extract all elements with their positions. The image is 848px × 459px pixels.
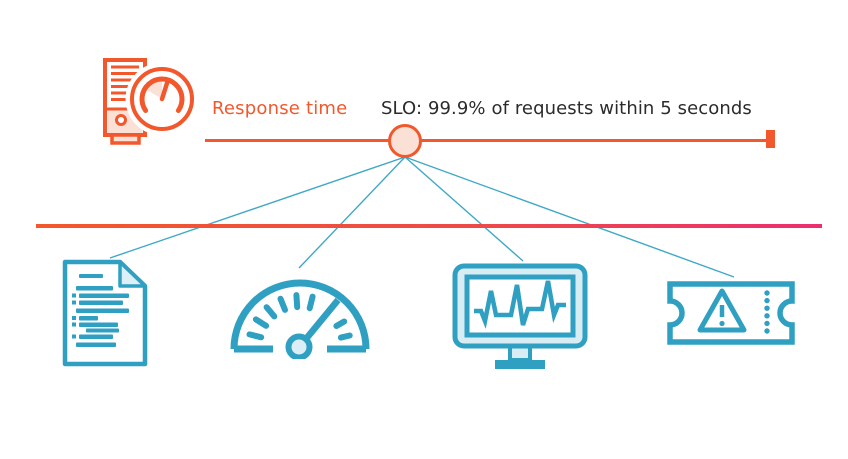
document-icon bbox=[62, 259, 148, 367]
gauge-needle bbox=[159, 77, 171, 102]
document-text-lines bbox=[72, 274, 129, 347]
warning-triangle bbox=[697, 288, 747, 333]
timeline-line bbox=[205, 139, 767, 142]
speedometer-icon bbox=[230, 279, 370, 359]
ticket-warning-icon bbox=[667, 281, 795, 345]
timeline-endcap bbox=[766, 130, 775, 148]
monitor-heartbeat-icon bbox=[452, 263, 588, 369]
connector-line-document bbox=[109, 156, 406, 259]
heartbeat-line bbox=[474, 280, 566, 329]
ticket-outline bbox=[667, 281, 795, 345]
connector-line-ticket bbox=[404, 156, 735, 278]
monitor-base bbox=[495, 360, 545, 369]
gradient-divider-line bbox=[36, 224, 822, 228]
folded-corner bbox=[118, 260, 147, 288]
ticket-perforation-dots bbox=[764, 290, 770, 334]
speedometer-hub bbox=[285, 333, 313, 359]
connector-line-monitor bbox=[404, 156, 524, 262]
slo-marker-node bbox=[388, 124, 422, 158]
metric-label: Response time bbox=[212, 98, 348, 119]
connector-line-speedometer bbox=[298, 156, 406, 269]
slo-label: SLO: 99.9% of requests within 5 seconds bbox=[381, 98, 752, 119]
server-gauge-icon bbox=[103, 58, 194, 145]
speedometer-ticks bbox=[246, 292, 353, 341]
